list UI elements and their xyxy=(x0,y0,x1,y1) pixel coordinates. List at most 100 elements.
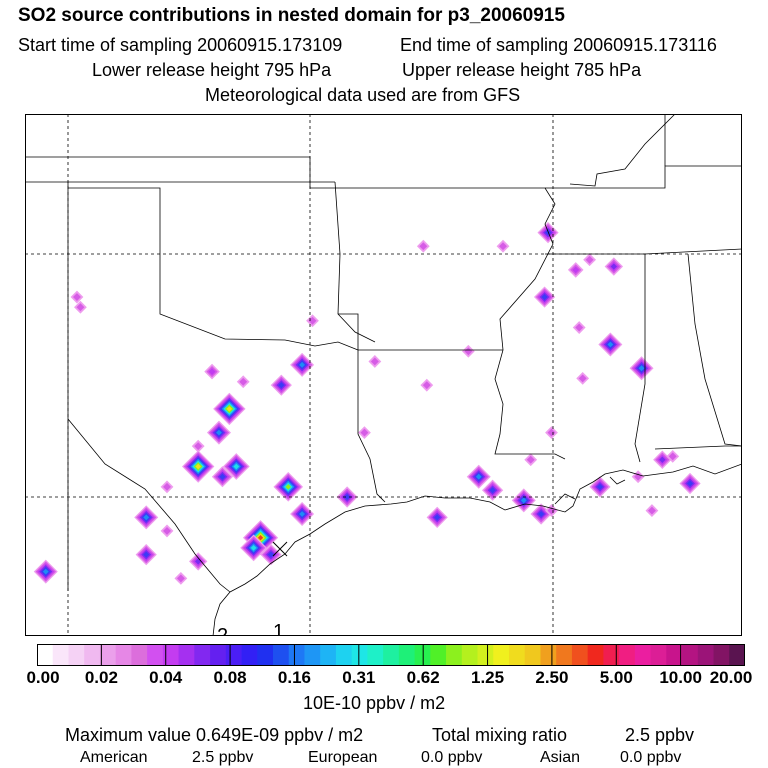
concentration-spot xyxy=(206,420,231,445)
colorbar-cell xyxy=(131,644,148,666)
concentration-contour xyxy=(360,428,369,437)
concentration-contour xyxy=(267,551,274,558)
political-boundaries xyxy=(25,114,742,636)
concentration-contour xyxy=(163,526,171,535)
state-border-nebraska-kansas xyxy=(25,156,340,189)
colorbar-cell xyxy=(162,644,179,666)
concentration-contour xyxy=(547,428,556,437)
concentration-spot xyxy=(134,505,159,530)
concentration-contour xyxy=(219,473,226,480)
concentration-contour xyxy=(475,473,482,480)
colorbar-cell xyxy=(68,644,85,666)
colorbar-tick-label: 2.50 xyxy=(535,668,569,687)
colorbar-cell xyxy=(414,644,431,666)
concentration-spot xyxy=(273,472,304,502)
european-label: European xyxy=(308,749,378,766)
state-border-alabama-georgia xyxy=(687,253,742,447)
concentration-spot xyxy=(290,352,315,377)
concentration-contour xyxy=(489,487,496,494)
colorbar-cell xyxy=(524,644,541,666)
concentration-spot xyxy=(666,449,680,463)
state-border-tennessee-south xyxy=(545,248,742,255)
end-time: End time of sampling 20060915.173116 xyxy=(400,35,717,55)
concentration-contour xyxy=(668,452,677,461)
concentration-contour xyxy=(344,493,351,501)
colorbar-cell xyxy=(477,644,494,666)
concentration-contour xyxy=(638,365,645,372)
colorbar-cell xyxy=(461,644,478,666)
plot-title: SO2 source contributions in nested domai… xyxy=(18,5,565,26)
concentration-contour xyxy=(419,242,428,251)
concentration-spot xyxy=(213,392,246,426)
concentration-spot xyxy=(583,253,596,267)
concentration-spot xyxy=(191,439,205,453)
colorbar-cell xyxy=(398,644,415,666)
colorbar-tick-label: 0.08 xyxy=(213,668,247,687)
state-border-missouri-illinois xyxy=(569,114,676,187)
concentration-contour xyxy=(572,266,580,274)
concentration-contour xyxy=(278,382,285,389)
colorbar-frame xyxy=(37,644,745,666)
concentration-spot xyxy=(306,314,319,328)
concentration-spot xyxy=(74,300,87,314)
concentration-spot xyxy=(598,332,623,357)
american-label: American xyxy=(80,749,148,766)
concentration-spot xyxy=(33,559,58,584)
colorbar-cell xyxy=(99,644,117,666)
state-border-oklahoma-texas xyxy=(68,187,359,351)
concentration-contour xyxy=(195,463,201,470)
concentration-spot xyxy=(181,450,215,483)
colorbar-tick-label: 1.25 xyxy=(470,668,505,687)
colorbar-cell xyxy=(273,644,290,666)
gulf-coastline xyxy=(212,463,742,636)
map-panel: 2 1 xyxy=(25,114,742,636)
colorbar-tick-label: 5.00 xyxy=(599,668,633,687)
concentration-spot xyxy=(545,426,558,440)
colorbar xyxy=(37,644,745,666)
colorbar-cell xyxy=(713,644,730,666)
state-border-missouri-tennessee xyxy=(545,165,742,189)
concentration-contour xyxy=(257,535,264,541)
concentration-spot xyxy=(260,544,282,566)
total-mixing-value: 2.5 ppbv xyxy=(625,725,695,745)
concentration-spot xyxy=(604,257,624,276)
colorbar-cell xyxy=(288,644,305,666)
colorbar-tick-label: 0.02 xyxy=(84,668,118,687)
colorbar-units: 10E-10 ppbv / m2 xyxy=(303,693,446,713)
concentration-contour xyxy=(76,303,85,312)
concentration-contour xyxy=(422,381,431,390)
colorbar-cell xyxy=(509,644,526,666)
colorbar-cell xyxy=(241,644,258,666)
map-background xyxy=(25,114,742,636)
source-markers: 2 1 xyxy=(217,541,288,636)
colorbar-cell xyxy=(257,644,274,666)
concentration-spot xyxy=(416,239,430,253)
concentration-contour xyxy=(176,574,185,583)
total-mixing-label: Total mixing ratio xyxy=(432,725,568,745)
colorbar-cell xyxy=(493,644,510,666)
mississippi-delta xyxy=(554,493,576,505)
concentration-spot xyxy=(211,466,234,488)
concentration-spot xyxy=(160,524,174,538)
concentration-contour xyxy=(250,545,257,551)
met-data-source: Meteorological data used are from GFS xyxy=(205,85,521,105)
concentration-spot xyxy=(645,504,659,517)
concentration-contour xyxy=(541,294,548,301)
concentration-spot xyxy=(160,480,174,494)
colorbar-cell xyxy=(540,644,557,666)
colorbar-cell xyxy=(304,644,321,666)
concentration-spot xyxy=(567,262,584,278)
concentration-field xyxy=(33,222,701,585)
colorbar-cell xyxy=(210,644,227,666)
concentration-contour xyxy=(299,361,306,368)
concentration-contour xyxy=(575,323,584,332)
concentration-contour xyxy=(659,456,666,463)
concentration-spot xyxy=(629,356,654,381)
concentration-contour xyxy=(308,316,317,325)
concentration-spot xyxy=(461,344,475,358)
colorbar-cell xyxy=(697,644,714,666)
concentration-contour xyxy=(687,480,694,487)
rio-grande-border xyxy=(67,418,231,593)
concentration-contour xyxy=(226,406,233,412)
concentration-spot xyxy=(204,363,220,380)
